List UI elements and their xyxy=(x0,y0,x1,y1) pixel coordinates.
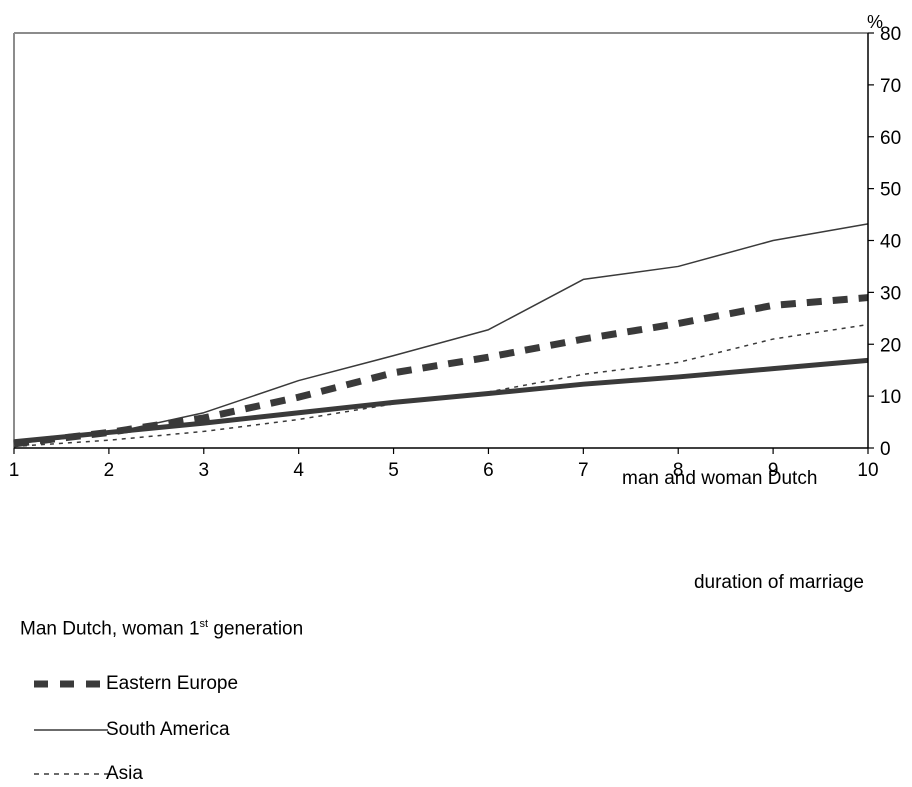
series-line-south-america xyxy=(13,223,869,445)
y-tick-label: 80 xyxy=(880,24,901,45)
y-axis-unit-label: % xyxy=(867,12,883,32)
legend-item-south-america: South America xyxy=(30,718,230,742)
y-tick-label: 0 xyxy=(880,439,891,460)
y-tick-label: 40 xyxy=(880,232,901,253)
series-line-eastern-europe xyxy=(13,294,869,448)
legend-label-south-america: South America xyxy=(106,719,230,740)
x-tick-label: 1 xyxy=(9,460,20,481)
y-tick-label: 10 xyxy=(880,387,901,408)
series-layer xyxy=(13,223,869,448)
legend-title-superscript: st xyxy=(199,618,209,630)
legend-item-eastern-europe: Eastern Europe xyxy=(30,672,238,696)
legend-label-asia: Asia xyxy=(106,763,143,784)
plot-frame xyxy=(13,32,868,448)
series-line-man-and-woman-dutch xyxy=(13,357,869,445)
legend-title-suffix: generation xyxy=(208,618,304,640)
legend-swatch-solid-thin xyxy=(34,729,108,731)
legend-title: Man Dutch, woman 1st generation xyxy=(20,618,303,640)
x-tick-label: 5 xyxy=(388,460,399,481)
x-tick-label: 8 xyxy=(673,460,684,481)
legend-item-asia: Asia xyxy=(30,762,143,786)
dutch-series-annotation: man and woman Dutch xyxy=(622,468,817,489)
legend-swatch-dotted-thin xyxy=(34,773,108,775)
y-tick-label: 70 xyxy=(880,76,901,97)
x-tick-label: 6 xyxy=(483,460,494,481)
legend-label-eastern-europe: Eastern Europe xyxy=(106,673,239,694)
x-tick-label: 3 xyxy=(198,460,209,481)
y-tick-label: 20 xyxy=(880,335,901,356)
x-tick-label: 2 xyxy=(104,460,115,481)
x-tick-label: 9 xyxy=(768,460,779,481)
y-tick-label: 60 xyxy=(880,128,901,149)
y-tick-label: 30 xyxy=(880,283,901,304)
x-axis-label: duration of marriage xyxy=(694,572,864,593)
x-tick-label: 4 xyxy=(293,460,304,481)
x-tick-label: 10 xyxy=(857,460,878,481)
y-tick-label: 50 xyxy=(880,180,901,201)
legend-swatch-dashed-thick xyxy=(34,680,108,688)
x-tick-label: 7 xyxy=(578,460,589,481)
legend-title-prefix: Man Dutch, woman 1 xyxy=(20,618,200,640)
